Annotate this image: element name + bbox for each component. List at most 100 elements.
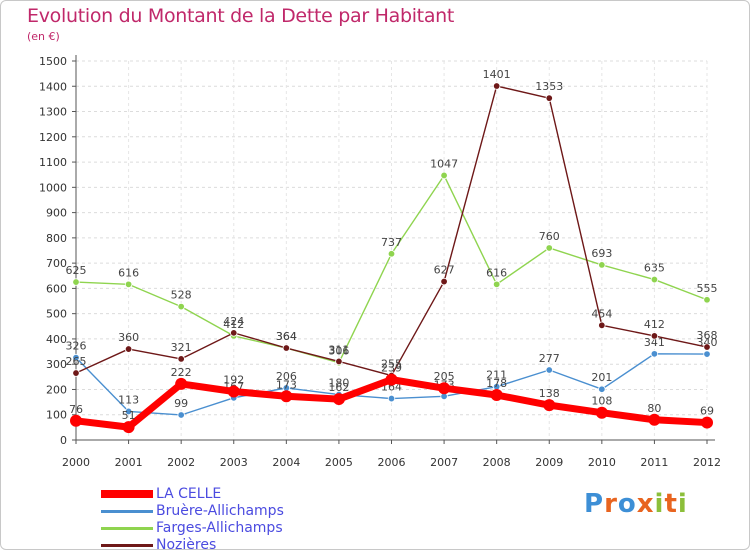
point-farges-allichamps-2007 — [440, 171, 448, 180]
y-tick-label-1200: 1200 — [39, 131, 67, 144]
point-bru-re-allichamps-2011 — [650, 350, 659, 358]
data-label-nozi-res-2002: 321 — [171, 341, 192, 354]
x-tick-label-2011: 2011 — [640, 456, 668, 469]
data-label-farges-allichamps-2003: 412 — [223, 318, 244, 331]
point-farges-allichamps-2006 — [387, 250, 396, 258]
logo-letter: r — [604, 489, 618, 519]
point-la-celle-2006 — [385, 373, 398, 386]
point-nozi-res-2005 — [335, 357, 343, 366]
y-tick-label-400: 400 — [46, 333, 67, 346]
data-label-bru-re-allichamps-2011: 341 — [644, 336, 665, 349]
data-label-la-celle-2012: 69 — [700, 405, 714, 418]
point-nozi-res-2012 — [703, 343, 711, 351]
proxiti-logo: Proxiti — [584, 489, 688, 519]
logo-letter: x — [636, 489, 655, 519]
point-la-celle-2010 — [595, 406, 608, 419]
x-tick-label-2012: 2012 — [693, 456, 721, 469]
logo-letter: i — [654, 489, 665, 519]
point-farges-allichamps-2010 — [598, 261, 606, 269]
point-nozi-res-2004 — [282, 344, 291, 352]
y-tick-label-1000: 1000 — [39, 181, 67, 194]
y-tick-label-200: 200 — [46, 383, 67, 396]
x-tick-label-2000: 2000 — [62, 456, 90, 469]
x-tick-label-2008: 2008 — [483, 456, 511, 469]
point-la-celle-2011 — [648, 413, 661, 426]
legend-label-la-celle: LA CELLE — [156, 486, 222, 502]
point-la-celle-2000 — [70, 414, 82, 427]
point-nozi-res-2003 — [230, 329, 238, 337]
data-label-la-celle-2009: 138 — [539, 387, 560, 400]
legend-label-bru-re-allichamps: Bruère-Allichamps — [156, 503, 284, 519]
y-tick-label-0: 0 — [60, 434, 67, 447]
point-la-celle-2012 — [701, 416, 713, 429]
data-label-la-celle-2003: 192 — [223, 373, 244, 386]
y-tick-label-600: 600 — [46, 282, 67, 295]
point-bru-re-allichamps-2006 — [387, 394, 396, 403]
point-bru-re-allichamps-2012 — [703, 350, 711, 358]
point-la-celle-2003 — [227, 385, 240, 398]
logo-letter: P — [584, 489, 605, 519]
data-label-farges-allichamps-2000: 625 — [66, 264, 87, 277]
y-tick-label-300: 300 — [46, 358, 67, 371]
data-label-nozi-res-2000: 265 — [66, 355, 87, 368]
point-la-celle-2001 — [122, 421, 135, 434]
y-tick-label-900: 900 — [46, 207, 67, 220]
point-nozi-res-2002 — [177, 355, 185, 363]
data-label-bru-re-allichamps-2010: 201 — [591, 371, 612, 384]
data-label-nozi-res-2009: 1353 — [535, 80, 563, 93]
legend-item-la-celle: LA CELLE — [101, 486, 361, 503]
y-tick-label-1500: 1500 — [39, 55, 67, 68]
point-farges-allichamps-2009 — [545, 244, 553, 252]
data-label-nozi-res-2004: 364 — [276, 330, 297, 343]
legend-item-farges-allichamps: Farges-Allichamps — [101, 520, 361, 537]
data-label-bru-re-allichamps-2009: 277 — [539, 352, 560, 365]
data-label-bru-re-allichamps-2005: 180 — [328, 377, 349, 390]
legend-item-bru-re-allichamps: Bruère-Allichamps — [101, 503, 361, 520]
point-la-celle-2004 — [280, 390, 293, 403]
point-la-celle-2007 — [438, 382, 451, 395]
point-nozi-res-2001 — [124, 345, 133, 353]
data-label-la-celle-2010: 108 — [591, 395, 612, 408]
data-label-la-celle-2005: 162 — [328, 381, 349, 394]
point-farges-allichamps-2011 — [650, 275, 659, 284]
point-la-celle-2008 — [490, 389, 503, 402]
point-farges-allichamps-2001 — [124, 280, 133, 289]
chart-title: Evolution du Montant de la Dette par Hab… — [27, 5, 455, 27]
data-label-farges-allichamps-2009: 760 — [539, 230, 560, 243]
data-label-la-celle-2000: 76 — [69, 403, 83, 416]
data-label-nozi-res-2005: 311 — [328, 343, 349, 356]
data-label-la-celle-2004: 173 — [276, 378, 297, 391]
data-label-farges-allichamps-2005: 306 — [328, 345, 349, 358]
point-farges-allichamps-2012 — [703, 296, 711, 304]
point-bru-re-allichamps-2010 — [598, 385, 606, 393]
y-tick-label-100: 100 — [46, 409, 67, 422]
data-label-farges-allichamps-2006: 737 — [381, 236, 402, 249]
data-label-la-celle-2002: 222 — [171, 366, 192, 379]
logo-letter: t — [664, 489, 678, 519]
data-label-nozi-res-2007: 627 — [434, 264, 455, 277]
data-label-la-celle-2006: 239 — [381, 362, 402, 375]
legend-swatch-farges-allichamps — [101, 527, 153, 530]
data-label-bru-re-allichamps-2000: 326 — [66, 340, 87, 353]
point-bru-re-allichamps-2009 — [545, 366, 553, 374]
y-tick-label-700: 700 — [46, 257, 67, 270]
data-label-bru-re-allichamps-2002: 99 — [174, 397, 188, 410]
x-tick-label-2010: 2010 — [588, 456, 616, 469]
legend-swatch-bru-re-allichamps — [101, 510, 153, 513]
chart-subtitle: (en €) — [27, 30, 60, 43]
data-label-nozi-res-2001: 360 — [118, 331, 139, 344]
data-label-farges-allichamps-2004: 364 — [276, 330, 297, 343]
data-label-nozi-res-2003: 424 — [223, 315, 244, 328]
data-label-la-celle-2008: 178 — [486, 377, 507, 390]
point-nozi-res-2008 — [492, 82, 501, 90]
y-tick-label-500: 500 — [46, 308, 67, 321]
point-nozi-res-2010 — [598, 321, 606, 329]
data-label-farges-allichamps-2008: 616 — [486, 266, 507, 279]
logo-letter: o — [617, 489, 637, 519]
x-tick-label-2009: 2009 — [535, 456, 563, 469]
data-label-farges-allichamps-2007: 1047 — [430, 157, 458, 170]
legend-label-nozi-res: Nozières — [156, 537, 217, 550]
x-tick-label-2001: 2001 — [115, 456, 143, 469]
